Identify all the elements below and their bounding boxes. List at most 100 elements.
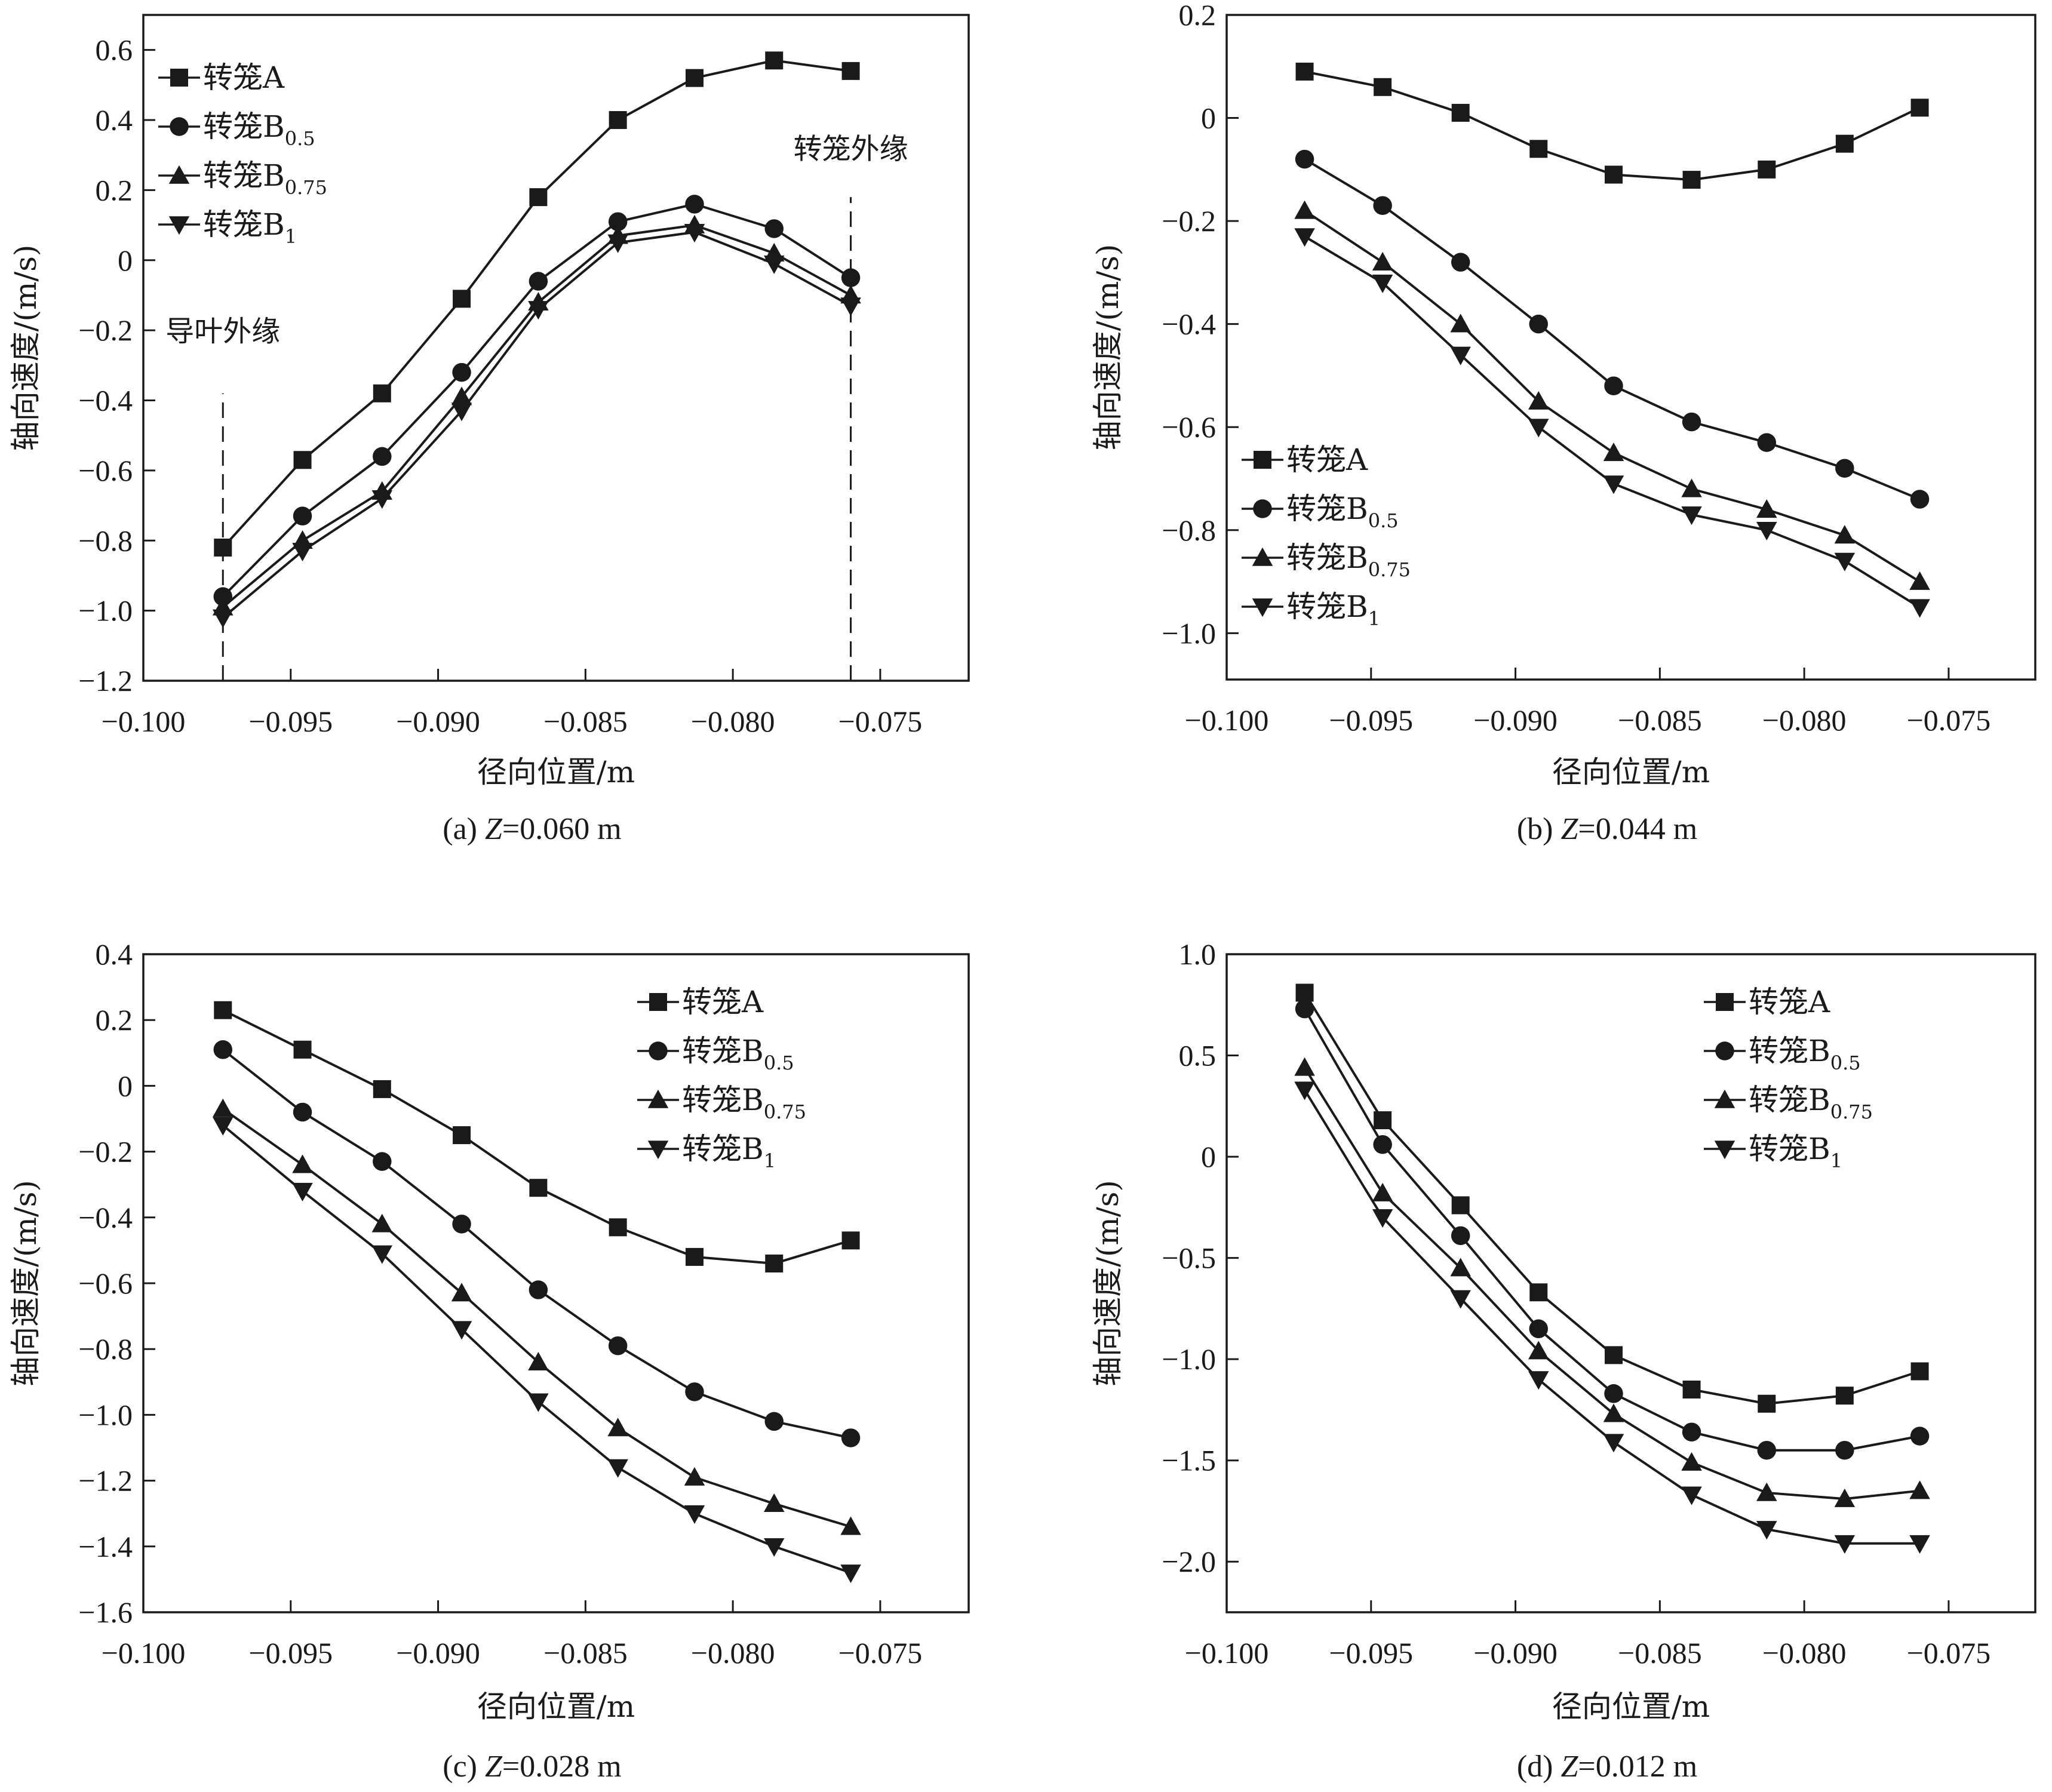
panel-c: −0.100 −0.095 −0.090 −0.085 −0.080 −0.075 −1.6… [8,938,970,1784]
data-point [1682,171,1701,189]
legend-marker [1716,993,1734,1011]
y-tick-label: 0 [118,244,133,277]
panel-a: −0.100 −0.095 −0.090 −0.085 −0.080 −0.075 −1.2… [8,14,970,846]
y-axis-label: 轴向速度/(m/s) [1090,244,1125,451]
data-point [452,362,471,382]
legend-item: 转笼B0.75 [637,1083,806,1123]
data-point [529,188,548,207]
data-point [1681,1452,1702,1471]
legend-marker [647,1089,669,1108]
data-point [840,297,861,316]
data-point [1604,376,1623,395]
legend-label: 转笼B0.75 [1286,540,1411,581]
legend-item: 转笼B0.5 [158,109,315,150]
y-tick-label: −1.4 [78,1530,133,1563]
y-tick-label: −1.0 [78,594,133,628]
series-triangle-down [213,224,861,628]
y-tick-label: −0.2 [78,313,133,347]
y-tick-label: 0.2 [96,1003,133,1037]
y-tick-label: 0 [1201,1140,1216,1173]
y-tick-label: −0.8 [1162,514,1216,547]
data-point [214,1001,232,1019]
annotation-label: 转笼外缘 [794,133,908,166]
legend-label: 转笼B1 [1286,589,1380,630]
x-tick-label: −0.075 [838,1636,923,1670]
legend: 转笼A 转笼B0.5 转笼B0.75 转笼B1 [1242,442,1411,630]
legend-item: 转笼B1 [158,207,297,248]
data-point [213,1040,233,1059]
data-point [1450,313,1471,333]
data-point [1372,274,1393,293]
legend-item: 转笼A [158,60,285,95]
data-point [1603,1403,1624,1422]
panel-caption: (c) Z=0.028 m [443,1750,621,1784]
x-tick-label: −0.075 [1907,703,1991,737]
data-point [1910,1427,1930,1446]
data-point [1756,521,1777,541]
y-tick-label: 0.5 [1179,1039,1217,1072]
data-point [1603,442,1624,462]
legend-label: 转笼A [203,60,285,95]
legend-item: 转笼B1 [1242,589,1380,630]
legend-label: 转笼B1 [203,207,297,248]
y-tick-label: −1.5 [1162,1444,1216,1477]
x-axis-label: 径向位置/m [1552,1689,1710,1724]
data-point [1374,1111,1392,1130]
data-point [373,384,391,402]
series-triangle-down [213,1117,861,1584]
x-tick-label: −0.095 [1329,1636,1413,1670]
series-line [222,202,852,598]
data-point [1450,1290,1471,1309]
legend-label: 转笼B0.5 [1286,491,1399,532]
data-point [293,1040,312,1059]
series-square [1295,62,1929,189]
x-tick-label: −0.080 [691,705,775,738]
series-circle [213,195,861,606]
legend-marker [649,1041,668,1061]
y-tick-label: 0.2 [96,173,133,207]
y-tick-label: −1.6 [78,1596,133,1629]
x-tick-label: −0.085 [543,1636,628,1670]
x-tick-label: −0.085 [1618,703,1702,737]
data-point [840,1564,861,1584]
data-point [1528,391,1549,410]
data-point [608,212,628,231]
data-point [1528,419,1549,438]
legend-item: 转笼B0.5 [1242,491,1399,532]
data-point [373,1152,392,1171]
y-axis-label: 轴向速度/(m/s) [1090,1180,1125,1387]
data-point [1835,459,1854,478]
series-line [1303,1008,1920,1452]
y-tick-label: 0 [1201,102,1216,135]
legend-item: 转笼B1 [1704,1132,1842,1172]
data-point [840,1516,861,1535]
data-point [1835,134,1854,153]
data-point [1451,253,1470,272]
x-tick-label: −0.100 [102,1636,186,1670]
legend-item: 转笼A [637,985,764,1019]
legend-label: 转笼B1 [1749,1132,1842,1172]
data-point [1294,228,1315,247]
data-point [1604,165,1623,184]
x-tick-label: −0.090 [1473,703,1558,737]
data-point [1372,1182,1393,1201]
data-point [292,543,313,562]
data-point [763,1538,785,1557]
x-tick-label: −0.090 [1473,1636,1558,1670]
legend-marker [1252,547,1273,566]
data-point [1603,475,1624,494]
data-point [765,1254,784,1272]
data-point [528,301,549,320]
series-triangle-down [1294,1081,1930,1554]
data-point [1373,1135,1392,1154]
legend-item: 转笼A [1242,442,1368,477]
series-triangle-down [1294,228,1930,618]
data-point [371,1245,393,1264]
x-tick-label: −0.095 [248,1636,333,1670]
legend-item: 转笼B0.5 [637,1034,794,1074]
y-tick-label: 0.4 [96,938,133,971]
legend-label: 转笼B0.75 [203,158,327,199]
data-point [1372,251,1393,271]
data-point [452,1215,471,1234]
